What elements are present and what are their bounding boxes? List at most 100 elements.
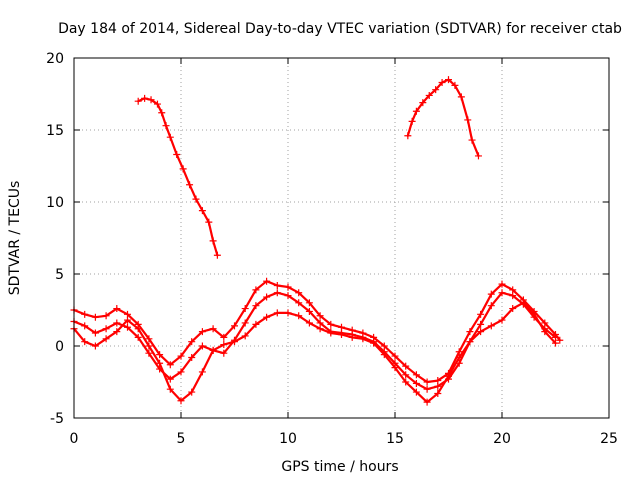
data-point	[102, 312, 110, 320]
data-point	[423, 378, 431, 386]
data-point	[231, 322, 238, 330]
data-point	[177, 352, 185, 360]
y-tick-label: 5	[55, 267, 64, 283]
data-point	[552, 339, 559, 347]
data-point	[186, 181, 194, 189]
data-point	[153, 100, 161, 108]
data-point	[402, 371, 410, 379]
data-point	[209, 237, 217, 245]
chart-title: Day 184 of 2014, Sidereal Day-to-day VTE…	[58, 21, 622, 37]
x-tick-label: 15	[386, 431, 404, 447]
data-point	[284, 309, 292, 317]
data-point	[188, 338, 196, 346]
data-point	[468, 136, 476, 144]
data-point	[81, 322, 89, 330]
data-point	[338, 330, 345, 338]
x-tick-label: 0	[70, 431, 79, 447]
data-point	[145, 349, 153, 357]
data-point	[220, 349, 228, 357]
data-point	[166, 375, 174, 383]
data-point	[220, 341, 228, 349]
data-point	[391, 364, 399, 372]
data-point	[509, 305, 517, 313]
y-tick-label: -5	[50, 411, 64, 427]
y-axis-label: SDTVAR / TECUs	[7, 181, 23, 296]
data-point	[113, 305, 121, 313]
data-point	[91, 342, 99, 350]
data-point	[380, 351, 388, 359]
data-point	[177, 368, 185, 376]
data-point	[445, 76, 452, 84]
data-point	[316, 312, 324, 320]
data-point	[498, 280, 506, 288]
data-point	[295, 312, 303, 320]
data-point	[284, 283, 292, 291]
data-point	[141, 94, 149, 102]
data-point	[412, 371, 420, 379]
data-point	[102, 335, 110, 343]
data-point	[134, 325, 142, 333]
data-point	[113, 328, 121, 336]
data-point	[432, 86, 440, 94]
data-point	[466, 338, 474, 346]
data-point	[156, 359, 164, 367]
data-point	[370, 339, 378, 347]
data-point	[81, 338, 89, 346]
series-track-high-a	[134, 94, 221, 259]
data-point	[205, 218, 213, 226]
data-point	[213, 251, 221, 259]
data-point	[198, 207, 206, 215]
data-point	[124, 323, 131, 331]
data-point	[474, 152, 482, 160]
y-tick-label: 10	[46, 195, 64, 211]
data-point	[273, 309, 281, 317]
data-point	[434, 390, 442, 398]
data-point	[158, 109, 166, 117]
y-tick-label: 0	[55, 339, 64, 355]
data-point	[263, 293, 271, 301]
series-track-high-b	[404, 76, 482, 160]
data-point	[464, 116, 472, 124]
data-point	[263, 313, 271, 321]
x-axis-label: GPS time / hours	[281, 459, 398, 475]
data-point	[305, 299, 313, 307]
data-point	[327, 329, 335, 337]
data-point	[425, 91, 433, 99]
data-point	[408, 117, 416, 125]
data-point	[445, 372, 452, 380]
data-point	[134, 97, 142, 105]
data-point	[487, 322, 495, 330]
data-point	[198, 342, 206, 350]
data-point	[455, 354, 463, 362]
data-point	[457, 93, 465, 101]
data-point	[451, 81, 459, 89]
data-point	[145, 342, 153, 350]
series-line	[72, 280, 561, 384]
data-point	[487, 290, 495, 298]
data-point	[477, 310, 485, 318]
data-point	[295, 299, 303, 307]
data-point	[509, 292, 517, 300]
data-point	[81, 310, 89, 318]
data-point	[241, 319, 249, 327]
data-point	[113, 319, 121, 327]
data-point	[192, 195, 200, 203]
data-point	[402, 362, 410, 370]
data-point	[530, 310, 538, 318]
data-point	[102, 325, 110, 333]
data-point	[231, 338, 238, 346]
data-point	[498, 316, 506, 324]
data-point	[327, 320, 335, 328]
x-tick-label: 5	[177, 431, 186, 447]
data-point	[487, 302, 495, 310]
data-point	[295, 289, 303, 297]
x-tick-label: 25	[600, 431, 618, 447]
series-layer	[70, 76, 564, 406]
data-point	[179, 165, 187, 173]
data-point	[263, 277, 271, 285]
data-point	[316, 325, 324, 333]
data-point	[466, 328, 474, 336]
data-point	[188, 388, 196, 396]
data-point	[438, 78, 446, 86]
